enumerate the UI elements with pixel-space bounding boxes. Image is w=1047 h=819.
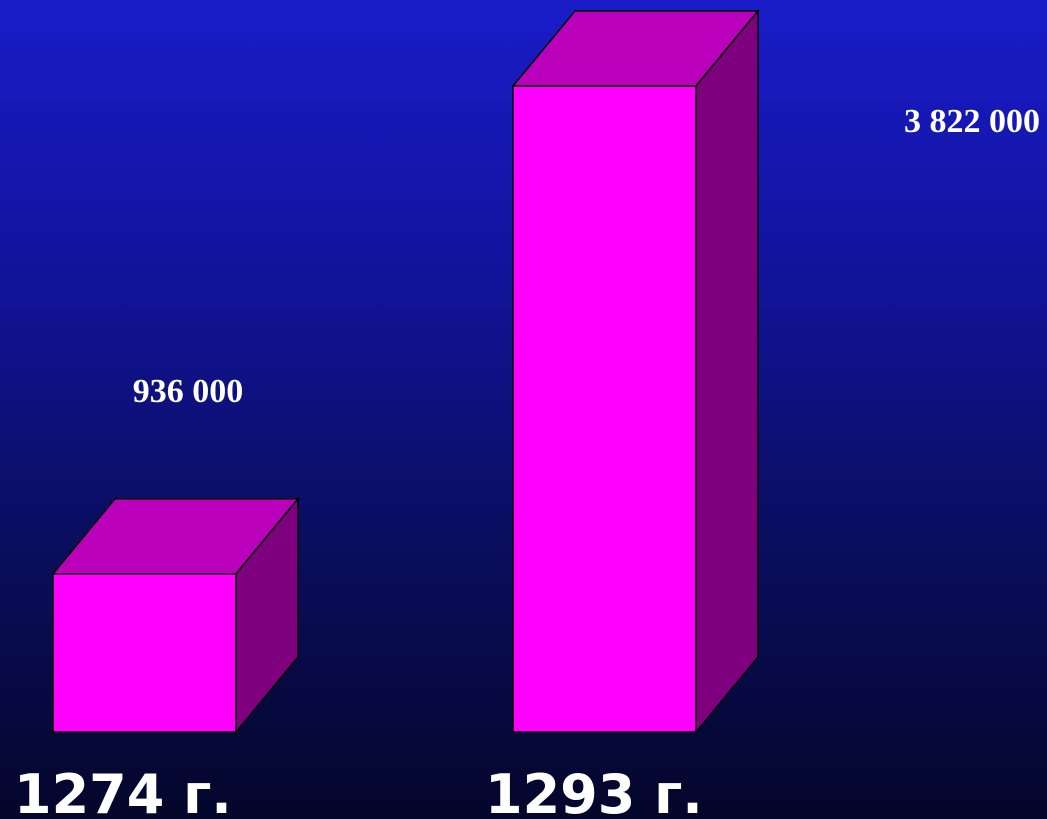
data-label-1293: 3 822 000 <box>904 103 1040 140</box>
category-label-1274: 1274 г. <box>14 763 232 819</box>
bar-1293-side <box>695 8 759 735</box>
bar-1293 <box>511 8 760 735</box>
bar-1293-front <box>512 85 697 733</box>
data-label-1274: 936 000 <box>133 373 244 410</box>
bar-1274 <box>51 496 300 735</box>
category-label-1293: 1293 г. <box>485 763 703 819</box>
bar-1274-front <box>52 573 237 733</box>
